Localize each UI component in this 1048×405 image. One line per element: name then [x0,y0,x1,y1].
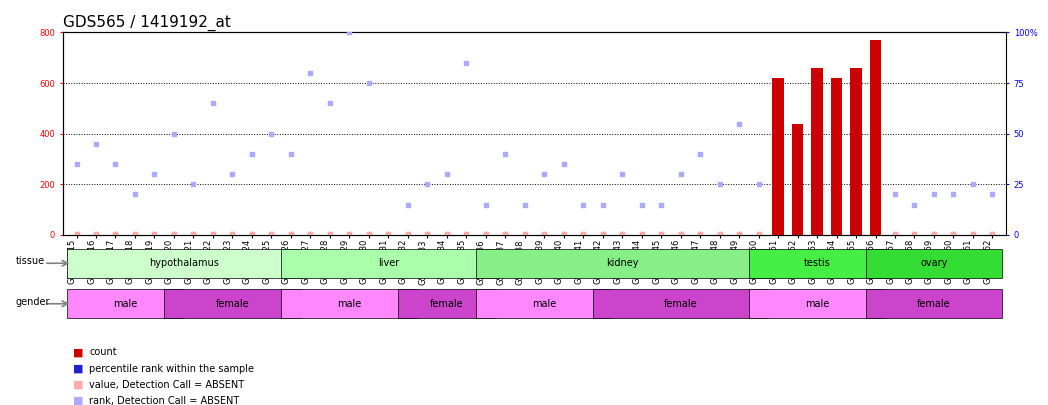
Text: male: male [532,299,556,309]
FancyBboxPatch shape [281,289,417,318]
Bar [850,68,861,235]
Bar [831,78,843,235]
Text: liver: liver [377,258,399,268]
FancyBboxPatch shape [476,289,612,318]
Text: count: count [89,347,116,357]
Text: gender: gender [16,297,50,307]
FancyBboxPatch shape [866,249,1002,278]
Text: male: male [337,299,362,309]
Text: male: male [113,299,137,309]
FancyBboxPatch shape [866,289,1002,318]
Bar [772,78,784,235]
FancyBboxPatch shape [749,289,886,318]
FancyBboxPatch shape [398,289,496,318]
Text: percentile rank within the sample: percentile rank within the sample [89,364,254,373]
Text: female: female [216,299,249,309]
Bar [791,124,804,235]
Text: female: female [430,299,463,309]
Text: value, Detection Call = ABSENT: value, Detection Call = ABSENT [89,380,244,390]
Text: female: female [917,299,951,309]
Text: ■: ■ [73,347,84,357]
Text: female: female [663,299,698,309]
FancyBboxPatch shape [749,249,886,278]
Bar [870,40,881,235]
Text: ■: ■ [73,380,84,390]
Text: ■: ■ [73,396,84,405]
Text: rank, Detection Call = ABSENT: rank, Detection Call = ABSENT [89,396,239,405]
Text: GDS565 / 1419192_at: GDS565 / 1419192_at [63,15,231,31]
Text: male: male [805,299,829,309]
Text: tissue: tissue [16,256,45,266]
Text: ovary: ovary [920,258,947,268]
Text: hypothalamus: hypothalamus [149,258,219,268]
Text: ■: ■ [73,364,84,373]
FancyBboxPatch shape [67,289,183,318]
Text: kidney: kidney [606,258,638,268]
FancyBboxPatch shape [67,249,301,278]
FancyBboxPatch shape [281,249,496,278]
FancyBboxPatch shape [476,249,768,278]
Text: testis: testis [804,258,830,268]
FancyBboxPatch shape [165,289,301,318]
Bar [811,68,823,235]
FancyBboxPatch shape [593,289,768,318]
